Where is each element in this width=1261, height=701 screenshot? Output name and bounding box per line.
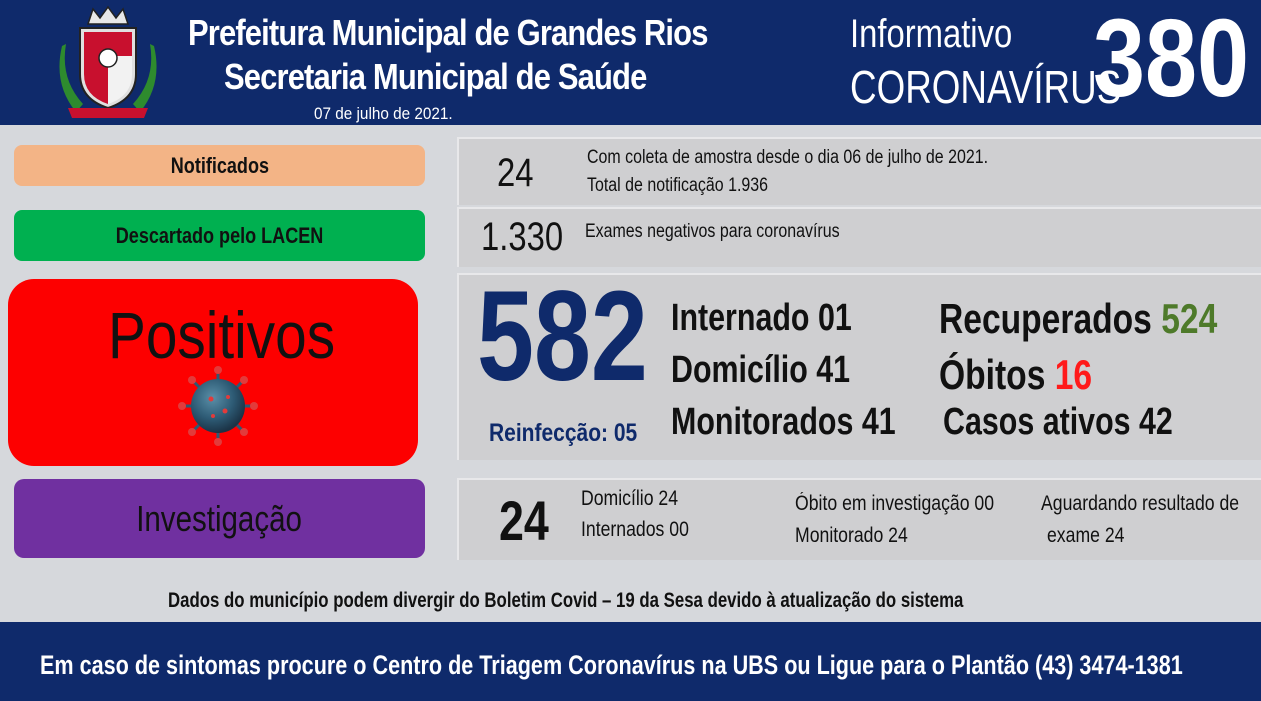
positivos-label: Positivos bbox=[108, 298, 336, 372]
title-line-1: Prefeitura Municipal de Grandes Rios bbox=[188, 12, 708, 53]
positivos-panel: 582 Reinfecção: 05 Internado 01 Domicíli… bbox=[457, 265, 1261, 460]
issue-number: 380 bbox=[1093, 0, 1250, 120]
notificados-note-1: Com coleta de amostra desde o dia 06 de … bbox=[587, 147, 989, 168]
inv-obito: Óbito em investigação 00 bbox=[795, 492, 995, 515]
internado-count: Internado 01 bbox=[671, 297, 852, 339]
investigacao-value: 24 bbox=[499, 489, 549, 552]
positivos-value: 582 bbox=[477, 265, 648, 408]
recuperados-label: Recuperados bbox=[939, 295, 1152, 342]
inv-aguardando-2: exame 24 bbox=[1047, 524, 1125, 547]
casos-ativos-count: Casos ativos 42 bbox=[943, 401, 1173, 443]
bulletin-date: 07 de julho de 2021. bbox=[314, 104, 453, 123]
monitorados-count: Monitorados 41 bbox=[671, 401, 896, 443]
title-line-2: Secretaria Municipal de Saúde bbox=[224, 56, 647, 97]
descartado-label: Descartado pelo LACEN bbox=[115, 222, 324, 248]
notificados-box: Notificados bbox=[14, 145, 425, 186]
obitos-value: 16 bbox=[1054, 351, 1093, 398]
coronavirus-icon bbox=[178, 366, 258, 446]
descartado-note: Exames negativos para coronavírus bbox=[585, 221, 840, 242]
notificados-note-2: Total de notificação 1.936 bbox=[587, 175, 769, 196]
footer-banner bbox=[0, 622, 1261, 701]
obitos-stat: Óbitos 16 bbox=[939, 351, 1092, 399]
inv-aguardando-1: Aguardando resultado de bbox=[1041, 492, 1240, 515]
notificados-value: 24 bbox=[497, 151, 534, 195]
investigacao-box: Investigação bbox=[14, 479, 425, 558]
recuperados-value: 524 bbox=[1161, 295, 1218, 342]
investigacao-label: Investigação bbox=[136, 497, 303, 539]
recuperados-stat: Recuperados 524 bbox=[939, 295, 1217, 343]
inv-domicilio: Domicílio 24 bbox=[581, 487, 679, 510]
notificados-label: Notificados bbox=[170, 152, 269, 178]
descartado-value: 1.330 bbox=[481, 215, 564, 259]
reinfeccao-count: Reinfecção: 05 bbox=[489, 419, 638, 447]
obitos-label: Óbitos bbox=[939, 351, 1046, 398]
domicilio-count: Domicílio 41 bbox=[671, 349, 851, 391]
inv-internados: Internados 00 bbox=[581, 518, 689, 541]
coat-of-arms-icon bbox=[59, 5, 157, 118]
footer-contact-text: Em caso de sintomas procure o Centro de … bbox=[40, 650, 1183, 680]
investigacao-panel: 24 Domicílio 24 Internados 00 Óbito em i… bbox=[457, 478, 1261, 560]
informativo-label: Informativo bbox=[850, 12, 1013, 56]
descartado-box: Descartado pelo LACEN bbox=[14, 210, 425, 261]
coronavirus-label: CORONAVÍRUS bbox=[850, 61, 1122, 113]
notificados-panel: 24 Com coleta de amostra desde o dia 06 … bbox=[457, 137, 1261, 205]
inv-monitorado: Monitorado 24 bbox=[795, 524, 908, 547]
descartado-panel: 1.330 Exames negativos para coronavírus bbox=[457, 207, 1261, 267]
positivos-box: Positivos bbox=[8, 279, 418, 466]
header-banner: Prefeitura Municipal de Grandes Rios Sec… bbox=[0, 0, 1261, 125]
disclaimer-text: Dados do município podem divergir do Bol… bbox=[168, 589, 964, 612]
